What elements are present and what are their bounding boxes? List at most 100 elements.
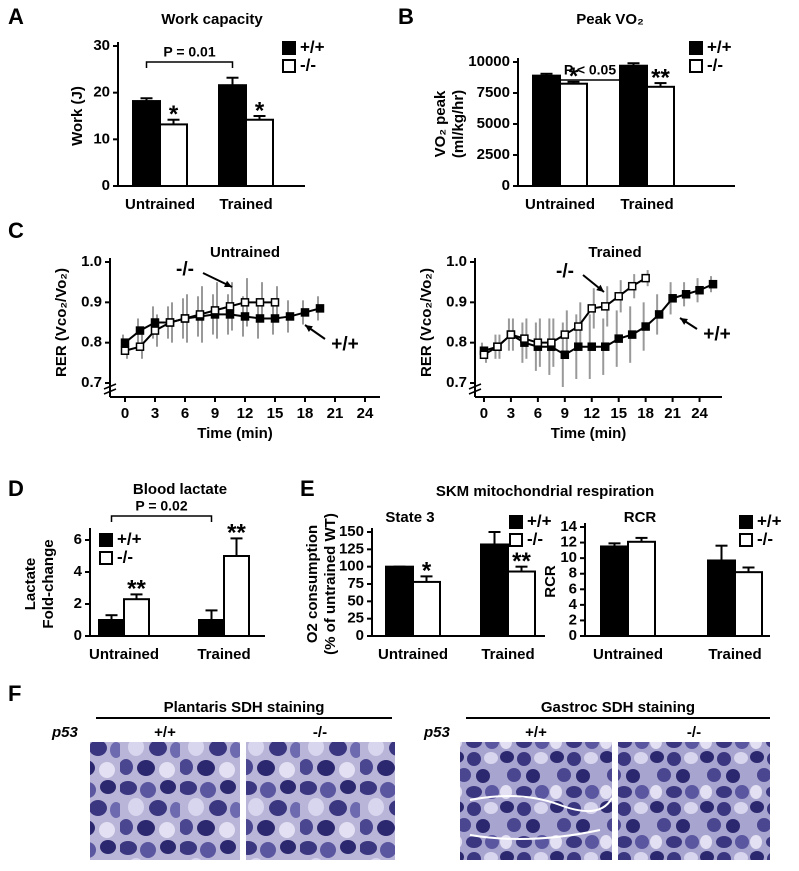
marker <box>560 330 570 339</box>
y-tick-label: 0.7 <box>446 374 467 391</box>
arrow-head <box>305 325 313 332</box>
x-tick-label: Untrained <box>125 196 195 213</box>
marker <box>225 310 235 319</box>
bar <box>507 570 536 638</box>
legend-swatch <box>689 59 703 73</box>
genotype: +/+ <box>525 724 547 741</box>
stain-image <box>460 742 612 860</box>
bracket <box>110 515 213 522</box>
marker <box>150 318 160 327</box>
y-axis-label: RCR <box>542 565 559 598</box>
bar <box>532 74 561 187</box>
marker <box>708 279 718 289</box>
marker <box>165 318 175 327</box>
panel-title: SKM mitochondrial respiration <box>436 483 654 500</box>
marker <box>600 302 610 311</box>
y-axis-label: RER (Vco₂/Vo₂) <box>53 268 70 377</box>
y-axis-label: VO₂ peak <box>432 90 449 157</box>
bracket <box>545 79 635 86</box>
bar <box>646 85 675 187</box>
x-tick-label: Trained <box>197 646 250 663</box>
y-tick-label: 75 <box>347 575 364 592</box>
bar <box>600 545 629 638</box>
legend-label: -/- <box>757 529 773 548</box>
y-tick-label: 5000 <box>477 115 510 132</box>
marker <box>120 346 130 355</box>
x-tick-label: 0 <box>480 405 488 422</box>
marker <box>641 322 650 331</box>
marker <box>479 350 489 360</box>
legend-label: +/+ <box>117 529 142 548</box>
y-tick-label: 0.9 <box>446 293 467 310</box>
marker <box>587 342 597 351</box>
legend-swatch <box>739 515 753 529</box>
legend-swatch <box>282 41 296 55</box>
x-tick-label: 12 <box>237 405 254 422</box>
y-tick-label: 1.0 <box>446 253 467 270</box>
bar <box>412 580 441 637</box>
bar <box>385 565 414 638</box>
marker <box>614 292 623 301</box>
legend-swatch <box>689 41 703 55</box>
x-tick-label: 24 <box>691 405 708 422</box>
marker <box>600 342 610 351</box>
genotype: -/- <box>313 724 327 741</box>
y-tick-label: 14 <box>560 518 577 535</box>
y-tick-label: 0.8 <box>81 334 102 351</box>
chart-title: State 3 <box>385 509 434 526</box>
marker <box>135 342 145 351</box>
significance: * <box>169 101 179 128</box>
panel-label: C <box>8 218 24 243</box>
y-tick-label: 2 <box>74 595 82 612</box>
series-label: -/- <box>176 259 194 280</box>
marker <box>255 298 265 307</box>
stain-title: Gastroc SDH staining <box>541 699 695 716</box>
series-label: +/+ <box>703 324 730 345</box>
arrow-head <box>224 280 232 288</box>
gene-label: p53 <box>51 724 79 741</box>
y-tick-label: 20 <box>93 84 110 101</box>
bar <box>132 100 161 187</box>
arrow-head <box>596 284 604 292</box>
stain-image <box>246 742 395 860</box>
bar <box>734 571 763 638</box>
bar <box>223 555 250 637</box>
y-tick-label: 10 <box>560 549 577 566</box>
y-tick-label: 100 <box>339 558 364 575</box>
axis-break <box>468 383 482 395</box>
y-tick-label: 0.7 <box>81 374 102 391</box>
legend-swatch <box>739 533 753 547</box>
marker <box>270 298 280 307</box>
y-tick-label: 0 <box>74 627 82 644</box>
marker <box>587 304 597 313</box>
y-tick-label: 8 <box>569 565 577 582</box>
legend-swatch <box>99 533 113 547</box>
significance: ** <box>651 64 670 91</box>
bar <box>245 118 274 187</box>
y-tick-label: 10 <box>93 130 110 147</box>
chart-title: Peak VO₂ <box>576 11 644 28</box>
y-tick-label: 0.9 <box>81 293 102 310</box>
bar <box>218 84 247 187</box>
legend-label: -/- <box>117 547 133 566</box>
y-tick-label: 0 <box>502 177 510 194</box>
y-tick-label: 1.0 <box>81 253 102 270</box>
marker <box>493 342 502 351</box>
y-tick-label: 4 <box>569 596 578 613</box>
chart-title: Trained <box>588 244 641 261</box>
legend-swatch <box>509 515 523 529</box>
x-tick-label: 9 <box>211 405 219 422</box>
y-tick-label: 2 <box>569 611 577 628</box>
x-tick-label: Trained <box>620 196 673 213</box>
stain-image <box>90 742 240 860</box>
y-tick-label: 0 <box>102 177 110 194</box>
marker <box>681 290 691 299</box>
bar <box>480 543 509 637</box>
significance: ** <box>127 576 146 603</box>
x-tick-label: Trained <box>708 646 761 663</box>
marker <box>560 350 570 360</box>
y-tick-label: 2500 <box>477 146 510 163</box>
legend-swatch <box>99 551 113 565</box>
marker <box>225 302 235 311</box>
marker <box>506 330 516 339</box>
